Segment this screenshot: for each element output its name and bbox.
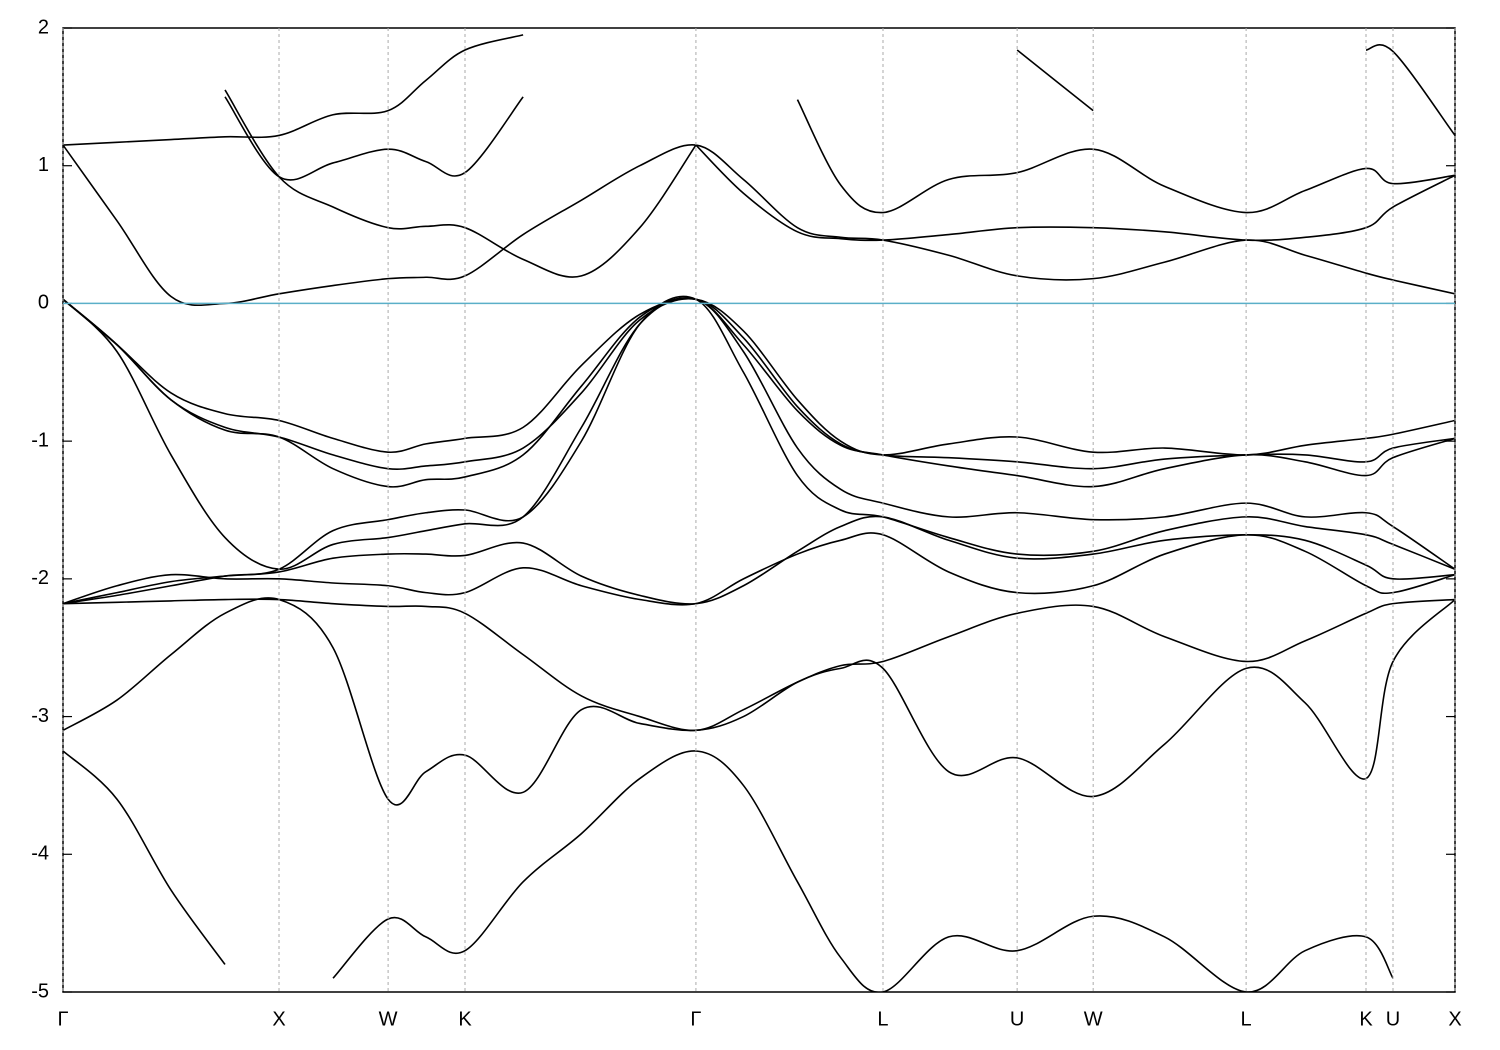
x-tick-label: Γ (57, 1008, 68, 1030)
band-line (63, 297, 1455, 488)
x-tick-label: K (458, 1008, 472, 1030)
y-tick-label: -4 (31, 843, 49, 865)
band-line (63, 597, 1455, 806)
x-tick-label: W (379, 1008, 398, 1030)
y-tick-label: 1 (38, 154, 49, 176)
x-tick-label: Γ (690, 1008, 701, 1030)
band-line (63, 515, 1455, 605)
y-tick-label: -5 (31, 980, 49, 1002)
x-tick-label: U (1386, 1008, 1400, 1030)
x-tick-label: W (1084, 1008, 1103, 1030)
band-line (63, 297, 1455, 470)
y-tick-label: -2 (31, 567, 49, 589)
x-tick-label: X (272, 1008, 285, 1030)
x-tick-label: X (1448, 1008, 1461, 1030)
x-tick-label: U (1010, 1008, 1024, 1030)
y-tick-label: 0 (38, 292, 49, 314)
x-tick-label: K (1359, 1008, 1373, 1030)
band-line (63, 297, 1455, 456)
y-tick-label: -3 (31, 705, 49, 727)
band-line (224, 43, 1455, 278)
y-tick-label: -1 (31, 429, 49, 451)
y-tick-label: 2 (38, 16, 49, 38)
band-line (224, 96, 1455, 242)
band-line (63, 295, 1455, 605)
band-line (63, 598, 1455, 732)
band-line (63, 750, 1394, 992)
x-tick-label: L (1241, 1008, 1252, 1030)
x-tick-label: L (877, 1008, 888, 1030)
